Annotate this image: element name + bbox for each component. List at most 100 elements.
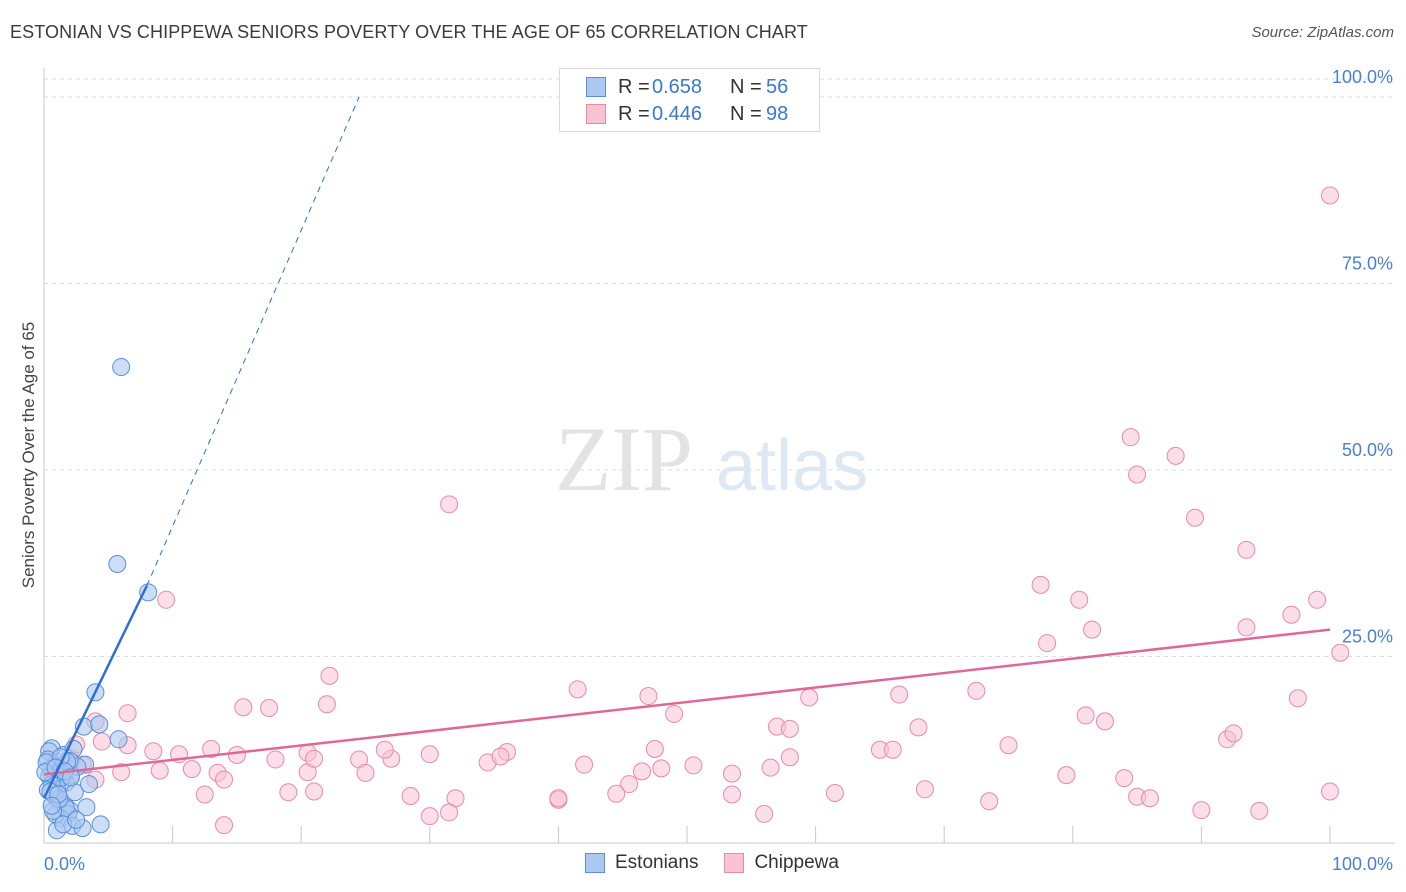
chippewa-point: [1095, 712, 1114, 731]
legend-n-label: N =: [730, 75, 762, 98]
chippewa-point: [401, 787, 420, 806]
estonian-point: [62, 768, 81, 787]
chippewa-point: [1070, 590, 1089, 609]
chippewa-point: [568, 680, 587, 699]
x-tick-label: 0.0%: [44, 854, 85, 874]
chippewa-point: [1038, 634, 1057, 653]
chippewa-point: [1224, 724, 1243, 743]
chippewa-point: [761, 758, 780, 777]
estonian-points: [36, 358, 158, 840]
chippewa-point: [755, 804, 774, 823]
chippewa-point: [1308, 590, 1327, 609]
chippewa-point: [420, 745, 439, 764]
bottom-swatch-estonians: [585, 853, 605, 873]
watermark-zip: ZIP: [555, 408, 693, 510]
bottom-legend-chippewa-label: Chippewa: [754, 852, 839, 873]
chippewa-point: [915, 780, 934, 799]
chippewa-point: [195, 785, 214, 804]
chippewa-point: [1166, 446, 1185, 465]
chippewa-point: [607, 784, 626, 803]
legend: R = 0.658 N = 56 R = 0.446 N = 98: [559, 68, 820, 132]
legend-n-value: 56: [766, 75, 789, 98]
watermark: ZIP atlas: [555, 408, 868, 510]
chippewa-point: [118, 704, 137, 723]
legend-r-value: 0.446: [652, 102, 703, 125]
estonian-point: [91, 815, 110, 834]
chippewa-point: [909, 718, 928, 737]
legend-swatch-chippewa: [586, 104, 606, 124]
chippewa-point: [1321, 782, 1339, 801]
chippewa-point: [1031, 575, 1050, 594]
chippewa-point: [575, 755, 594, 774]
estonian-point: [90, 715, 109, 734]
estonian-point: [139, 583, 158, 602]
y-tick-label: 50.0%: [1342, 440, 1393, 460]
chart-title: ESTONIAN VS CHIPPEWA SENIORS POVERTY OVE…: [10, 22, 808, 42]
estonian-trend-extension: [146, 96, 360, 586]
chippewa-point: [227, 745, 246, 764]
chippewa-point: [144, 742, 163, 761]
legend-n-value: 98: [766, 102, 789, 125]
chippewa-point: [723, 764, 742, 783]
chippewa-point: [684, 756, 703, 775]
chippewa-point: [549, 789, 568, 808]
chippewa-point: [825, 784, 844, 803]
chippewa-point: [780, 748, 799, 767]
chippewa-point: [317, 695, 336, 714]
chippewa-point: [890, 685, 909, 704]
chippewa-point: [420, 807, 439, 826]
chippewa-point: [1185, 508, 1204, 527]
chippewa-point: [723, 785, 742, 804]
y-axis-label: Seniors Poverty Over the Age of 65: [19, 322, 38, 588]
chippewa-point: [639, 687, 658, 706]
y-tick-label: 100.0%: [1332, 67, 1393, 87]
legend-row-chippewa: R = 0.446 N = 98: [586, 102, 788, 126]
chippewa-point: [665, 704, 684, 723]
chippewa-point: [375, 740, 394, 759]
chippewa-point: [1128, 465, 1147, 484]
estonian-point: [80, 775, 99, 794]
bottom-legend: Estonians Chippewa: [585, 852, 865, 874]
chippewa-point: [967, 681, 986, 700]
chippewa-point: [1115, 769, 1134, 788]
chippewa-point: [320, 666, 339, 685]
chippewa-point: [1331, 643, 1350, 662]
chippewa-point: [780, 719, 799, 738]
legend-swatch-estonians: [586, 77, 606, 97]
estonian-point: [109, 730, 128, 749]
chippewa-point: [1237, 618, 1256, 637]
estonian-point: [112, 358, 131, 377]
chippewa-point: [1282, 605, 1301, 624]
axes: [43, 68, 1395, 844]
chippewa-point: [1321, 186, 1339, 205]
chippewa-point: [999, 736, 1018, 755]
chippewa-point: [652, 759, 671, 778]
chippewa-point: [356, 763, 375, 782]
chippewa-point: [215, 816, 234, 835]
chippewa-point: [980, 792, 999, 811]
chippewa-point: [202, 740, 221, 759]
chippewa-point: [266, 750, 285, 769]
legend-n-label: N =: [730, 102, 762, 125]
chippewa-point: [632, 762, 651, 781]
y-tick-label: 25.0%: [1342, 627, 1393, 647]
chippewa-point: [1076, 706, 1095, 725]
watermark-atlas: atlas: [716, 426, 868, 506]
chippewa-point: [1121, 428, 1140, 447]
chippewa-point: [440, 803, 459, 822]
source-label: Source: ZipAtlas.com: [1251, 24, 1394, 41]
chippewa-point: [440, 495, 459, 514]
bottom-legend-estonians: Estonians: [585, 852, 698, 874]
grid: [44, 78, 1395, 657]
legend-r-value: 0.658: [652, 75, 703, 98]
bottom-swatch-chippewa: [724, 853, 745, 873]
chippewa-point: [883, 740, 902, 759]
chippewa-point: [215, 770, 234, 789]
tick-labels: 25.0% 50.0% 75.0% 100.0% 0.0% 100.0%: [44, 67, 1393, 874]
x-tick-label: 100.0%: [1332, 854, 1393, 874]
chippewa-point: [1140, 789, 1159, 808]
chippewa-point: [234, 698, 253, 717]
y-tick-label: 75.0%: [1342, 254, 1393, 274]
chippewa-point: [491, 747, 510, 766]
